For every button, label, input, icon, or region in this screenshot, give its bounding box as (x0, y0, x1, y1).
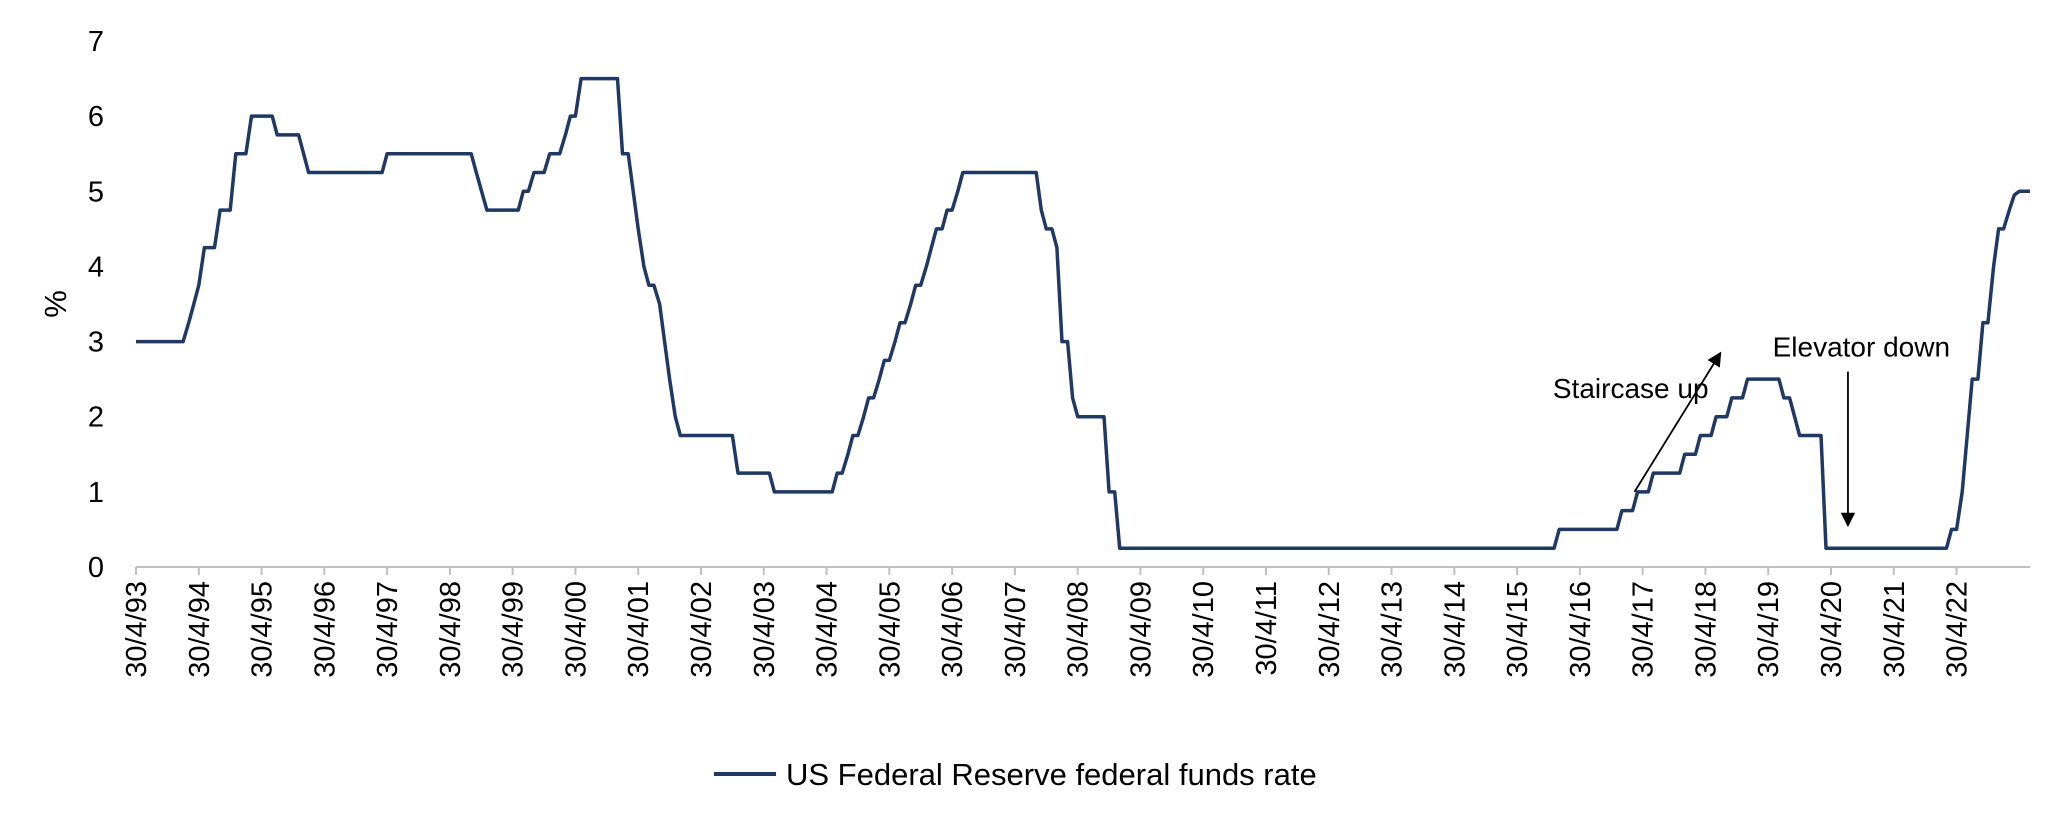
annotation-label-1: Elevator down (1773, 332, 1950, 363)
y-tick-label: 0 (88, 552, 104, 584)
y-tick-label: 4 (88, 251, 104, 283)
x-tick-label: 30/4/10 (1188, 581, 1220, 678)
x-tick-label: 30/4/07 (1000, 581, 1032, 678)
x-tick-label: 30/4/99 (498, 581, 530, 678)
x-tick-label: 30/4/20 (1816, 581, 1848, 678)
y-tick-label: 1 (88, 477, 104, 509)
y-tick-label: 7 (88, 26, 104, 58)
x-tick-label: 30/4/16 (1565, 581, 1597, 678)
x-tick-label: 30/4/02 (686, 581, 718, 678)
x-tick-label: 30/4/14 (1439, 581, 1471, 678)
x-tick-label: 30/4/19 (1753, 581, 1785, 678)
x-tick-label: 30/4/96 (309, 581, 341, 678)
series-line-0 (136, 76, 2030, 550)
y-tick-label: 3 (88, 327, 104, 359)
x-tick-label: 30/4/05 (874, 581, 906, 678)
x-tick-label: 30/4/09 (1125, 581, 1157, 678)
x-tick-label: 30/4/06 (937, 581, 969, 678)
x-tick-label: 30/4/00 (560, 581, 592, 678)
x-tick-label: 30/4/04 (812, 581, 844, 678)
x-tick-label: 30/4/21 (1879, 581, 1911, 678)
x-tick-label: 30/4/11 (1251, 581, 1283, 676)
x-tick-label: 30/4/95 (247, 581, 279, 678)
x-tick-label: 30/4/17 (1628, 581, 1660, 678)
x-tick-label: 30/4/18 (1690, 581, 1722, 678)
x-tick-label: 30/4/22 (1942, 581, 1974, 678)
x-tick-label: 30/4/13 (1377, 581, 1409, 678)
x-tick-label: 30/4/94 (184, 581, 216, 678)
x-tick-label: 30/4/12 (1314, 581, 1346, 678)
annotation-label-0: Staircase up (1553, 373, 1709, 404)
x-tick-label: 30/4/15 (1502, 581, 1534, 678)
x-tick-label: 30/4/98 (435, 581, 467, 678)
y-axis-label: % (38, 290, 73, 318)
x-tick-label: 30/4/97 (372, 581, 404, 678)
legend-label: US Federal Reserve federal funds rate (786, 757, 1317, 792)
y-tick-label: 5 (88, 176, 104, 208)
x-tick-label: 30/4/01 (623, 581, 655, 678)
annotation-arrow-0 (1633, 351, 1722, 493)
x-tick-label: 30/4/03 (749, 581, 781, 678)
x-tick-label: 30/4/08 (1063, 581, 1095, 678)
x-tick-label: 30/4/93 (121, 581, 153, 678)
y-tick-label: 6 (88, 101, 104, 133)
y-tick-label: 2 (88, 402, 104, 434)
